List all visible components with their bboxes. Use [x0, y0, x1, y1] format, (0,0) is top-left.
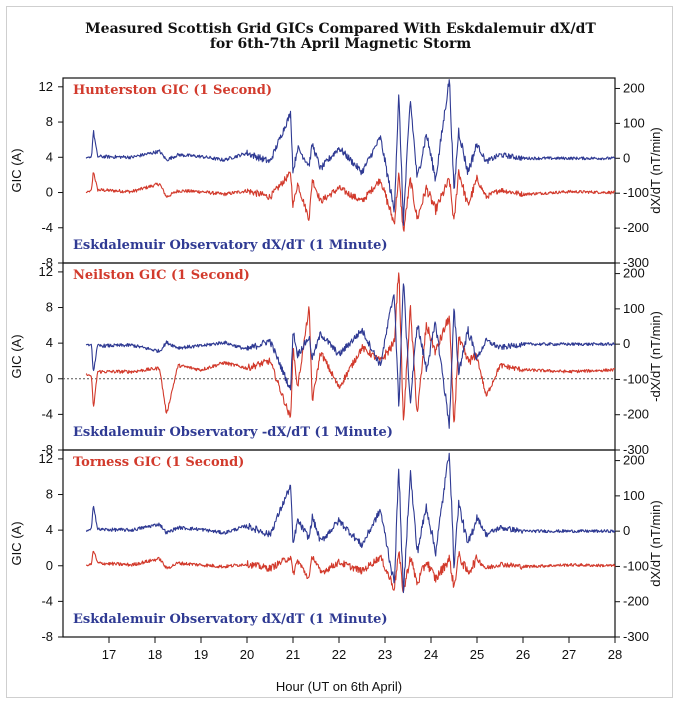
x-tick-label: 19	[194, 647, 208, 662]
panel-1-right-tick-label: 0	[623, 150, 630, 165]
x-tick-label: 24	[424, 647, 438, 662]
panel-1-gic-label: Hunterston GIC (1 Second)	[73, 83, 272, 98]
panel-2-dxdt-label: Eskdalemuir Observatory -dX/dT (1 Minute…	[73, 425, 393, 440]
panel-1-right-tick-label: 200	[623, 80, 645, 95]
chart-title: Measured Scottish Grid GICs Compared Wit…	[0, 22, 681, 52]
x-tick-label: 28	[608, 647, 622, 662]
panel-3-right-tick-label: 200	[623, 453, 645, 468]
x-tick-label: 26	[516, 647, 530, 662]
panel-3-left-tick-label: -4	[41, 593, 53, 608]
panel-1-frame	[62, 77, 616, 264]
panel-3-gic-label: Torness GIC (1 Second)	[73, 455, 244, 470]
x-tick-label: 23	[378, 647, 392, 662]
panel-1-right-tick-label: -200	[623, 220, 649, 235]
panel-2-right-tick-label: 200	[623, 266, 645, 281]
panel-3-right-tick-label: 0	[623, 523, 630, 538]
panel-3-left-tick-label: 8	[46, 487, 53, 502]
panel-2-left-tick-label: -4	[41, 406, 53, 421]
panel-1-dxdt-label: Eskdalemuir Observatory dX/dT (1 Minute)	[73, 238, 388, 253]
panel-1-right-tick-label: 100	[623, 115, 645, 130]
panel-1-left-tick-label: -4	[41, 220, 53, 235]
panel-2-gic-label: Neilston GIC (1 Second)	[73, 268, 250, 283]
panel-3-right-tick-label: -300	[623, 629, 649, 644]
panel-2-left-axis-title: GIC (A)	[9, 334, 24, 378]
panel-2-left-tick-label: 0	[46, 371, 53, 386]
panel-1-dxdt-series-line	[85, 79, 616, 226]
panel-2-dxdt-series-line	[85, 283, 616, 429]
panel-3-left-axis-title: GIC (A)	[9, 521, 24, 565]
panel-2-gic-series-line	[85, 272, 616, 423]
chart-title-line-2: for 6th-7th April Magnetic Storm	[209, 36, 472, 52]
panel-1-left-axis-title: GIC (A)	[9, 148, 24, 192]
panel-1-gic-series-line	[85, 169, 616, 232]
panel-3-gic-series-line	[86, 550, 616, 593]
panel-2-left-tick-label: -8	[41, 442, 53, 457]
panel-1-left-tick-label: 8	[46, 114, 53, 129]
chart-title-line-1: Measured Scottish Grid GICs Compared Wit…	[85, 21, 596, 37]
panel-3-dxdt-series-line	[85, 452, 616, 594]
panel-1-right-tick-label: -100	[623, 185, 649, 200]
panel-3-left-tick-label: -8	[41, 629, 53, 644]
panel-2-right-tick-label: -100	[623, 371, 649, 386]
panel-2-left-tick-label: 12	[39, 264, 53, 279]
panel-2-right-tick-label: -300	[623, 442, 649, 457]
panel-1-left-tick-label: 0	[46, 185, 53, 200]
x-tick-label: 20	[240, 647, 254, 662]
panel-3-frame	[62, 449, 616, 638]
x-tick-label: 25	[470, 647, 484, 662]
panel-3-left-tick-label: 4	[46, 522, 53, 537]
panel-3-left-tick-label: 0	[46, 558, 53, 573]
panel-2-right-tick-label: 0	[623, 336, 630, 351]
panel-1-left-tick-label: 12	[39, 79, 53, 94]
panel-3-right-tick-label: -200	[623, 594, 649, 609]
x-tick-label: 27	[562, 647, 576, 662]
panel-3-right-tick-label: 100	[623, 488, 645, 503]
panel-2-right-axis-title: -dX/dT (nT/min)	[648, 311, 663, 402]
panel-3-left-tick-label: 12	[39, 451, 53, 466]
panel-3-right-tick-label: -100	[623, 558, 649, 573]
panel-1-left-tick-label: 4	[46, 149, 53, 164]
panel-2-left-tick-label: 4	[46, 335, 53, 350]
x-tick-label: 17	[102, 647, 116, 662]
panel-2-left-tick-label: 8	[46, 300, 53, 315]
panel-2-right-tick-label: -200	[623, 407, 649, 422]
panel-1-left-tick-label: -8	[41, 255, 53, 270]
panel-3-dxdt-label: Eskdalemuir Observatory dX/dT (1 Minute)	[73, 612, 388, 627]
x-tick-label: 22	[332, 647, 346, 662]
x-tick-label: 21	[286, 647, 300, 662]
panel-2-frame	[62, 262, 616, 451]
panel-3-right-axis-title: dX/dT (nT/min)	[648, 500, 663, 586]
panel-1-right-axis-title: dX/dT (nT/min)	[648, 127, 663, 213]
x-tick-label: 18	[148, 647, 162, 662]
panel-1-right-tick-label: -300	[623, 255, 649, 270]
x-axis-title: Hour (UT on 6th April)	[276, 679, 402, 694]
panel-2-right-tick-label: 100	[623, 301, 645, 316]
